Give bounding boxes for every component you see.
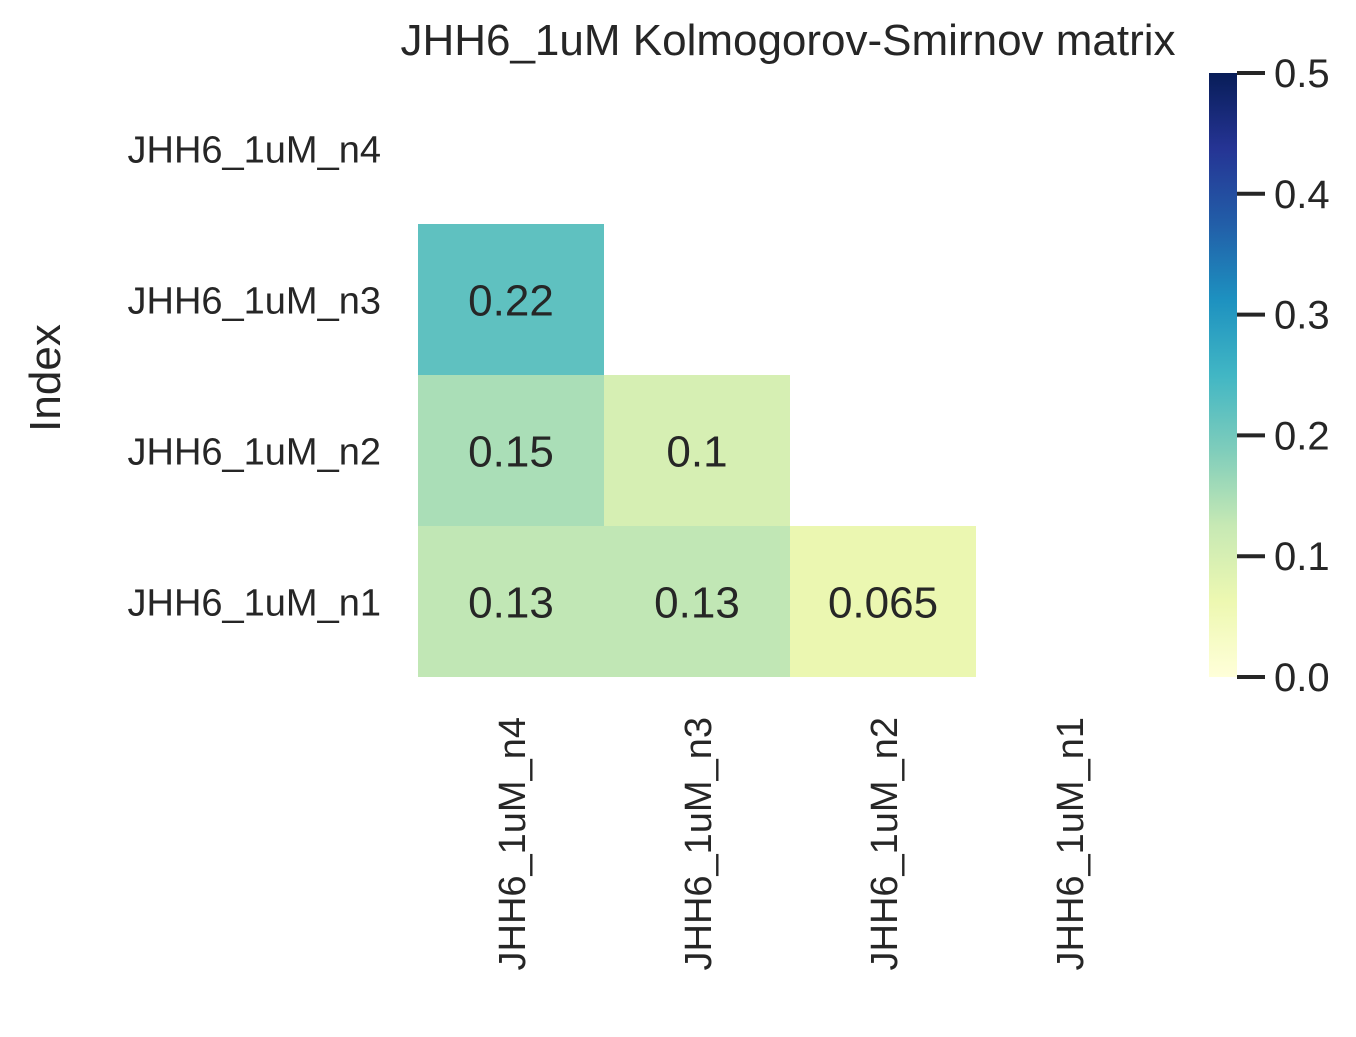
column-tick-labels: JHH6_1uM_n4 JHH6_1uM_n3 JHH6_1uM_n2 JHH6_1u… xyxy=(492,717,1092,970)
row-tick-labels: JHH6_1uM_n4 JHH6_1uM_n3 JHH6_1uM_n2 JHH6_1u… xyxy=(128,130,381,625)
colorbar-tick-label: 0.4 xyxy=(1274,173,1330,217)
colorbar-ticks: 0.0 0.1 0.2 0.3 0.4 0.5 xyxy=(1237,52,1330,700)
cell-value-label: 0.15 xyxy=(468,428,554,477)
heatmap-cell xyxy=(418,375,604,526)
cell-value-label: 0.22 xyxy=(468,277,554,326)
colorbar-tick-label: 0.5 xyxy=(1274,52,1330,96)
colorbar-tick-label: 0.2 xyxy=(1274,414,1330,458)
cell-value-label: 0.1 xyxy=(666,428,727,477)
row-tick-label: JHH6_1uM_n3 xyxy=(128,281,381,323)
cell-value-label: 0.13 xyxy=(654,579,740,628)
colorbar-tick-label: 0.1 xyxy=(1274,535,1330,579)
cell-value-label: 0.065 xyxy=(828,579,938,628)
heatmap-cell xyxy=(418,526,604,677)
chart-title: JHH6_1uM Kolmogorov-Smirnov matrix xyxy=(400,16,1175,65)
heatmap-cell xyxy=(604,526,790,677)
heatmap-cell xyxy=(418,224,604,375)
colorbar xyxy=(1209,73,1237,677)
row-tick-label: JHH6_1uM_n2 xyxy=(128,432,381,474)
column-tick-label: JHH6_1uM_n2 xyxy=(864,717,906,970)
heatmap-cell xyxy=(604,375,790,526)
heatmap-cells: 0.22 0.15 0.1 0.13 0.13 0.065 xyxy=(418,224,976,677)
column-tick-label: JHH6_1uM_n1 xyxy=(1050,717,1092,970)
column-tick-label: JHH6_1uM_n3 xyxy=(678,717,720,970)
column-tick-label: JHH6_1uM_n4 xyxy=(492,717,534,970)
row-tick-label: JHH6_1uM_n4 xyxy=(128,130,381,172)
row-tick-label: JHH6_1uM_n1 xyxy=(128,583,381,625)
colorbar-tick-label: 0.3 xyxy=(1274,294,1330,338)
cell-value-label: 0.13 xyxy=(468,579,554,628)
heatmap-cell xyxy=(790,526,976,677)
colorbar-tick-label: 0.0 xyxy=(1274,656,1330,700)
y-axis-label: Index xyxy=(21,324,70,432)
